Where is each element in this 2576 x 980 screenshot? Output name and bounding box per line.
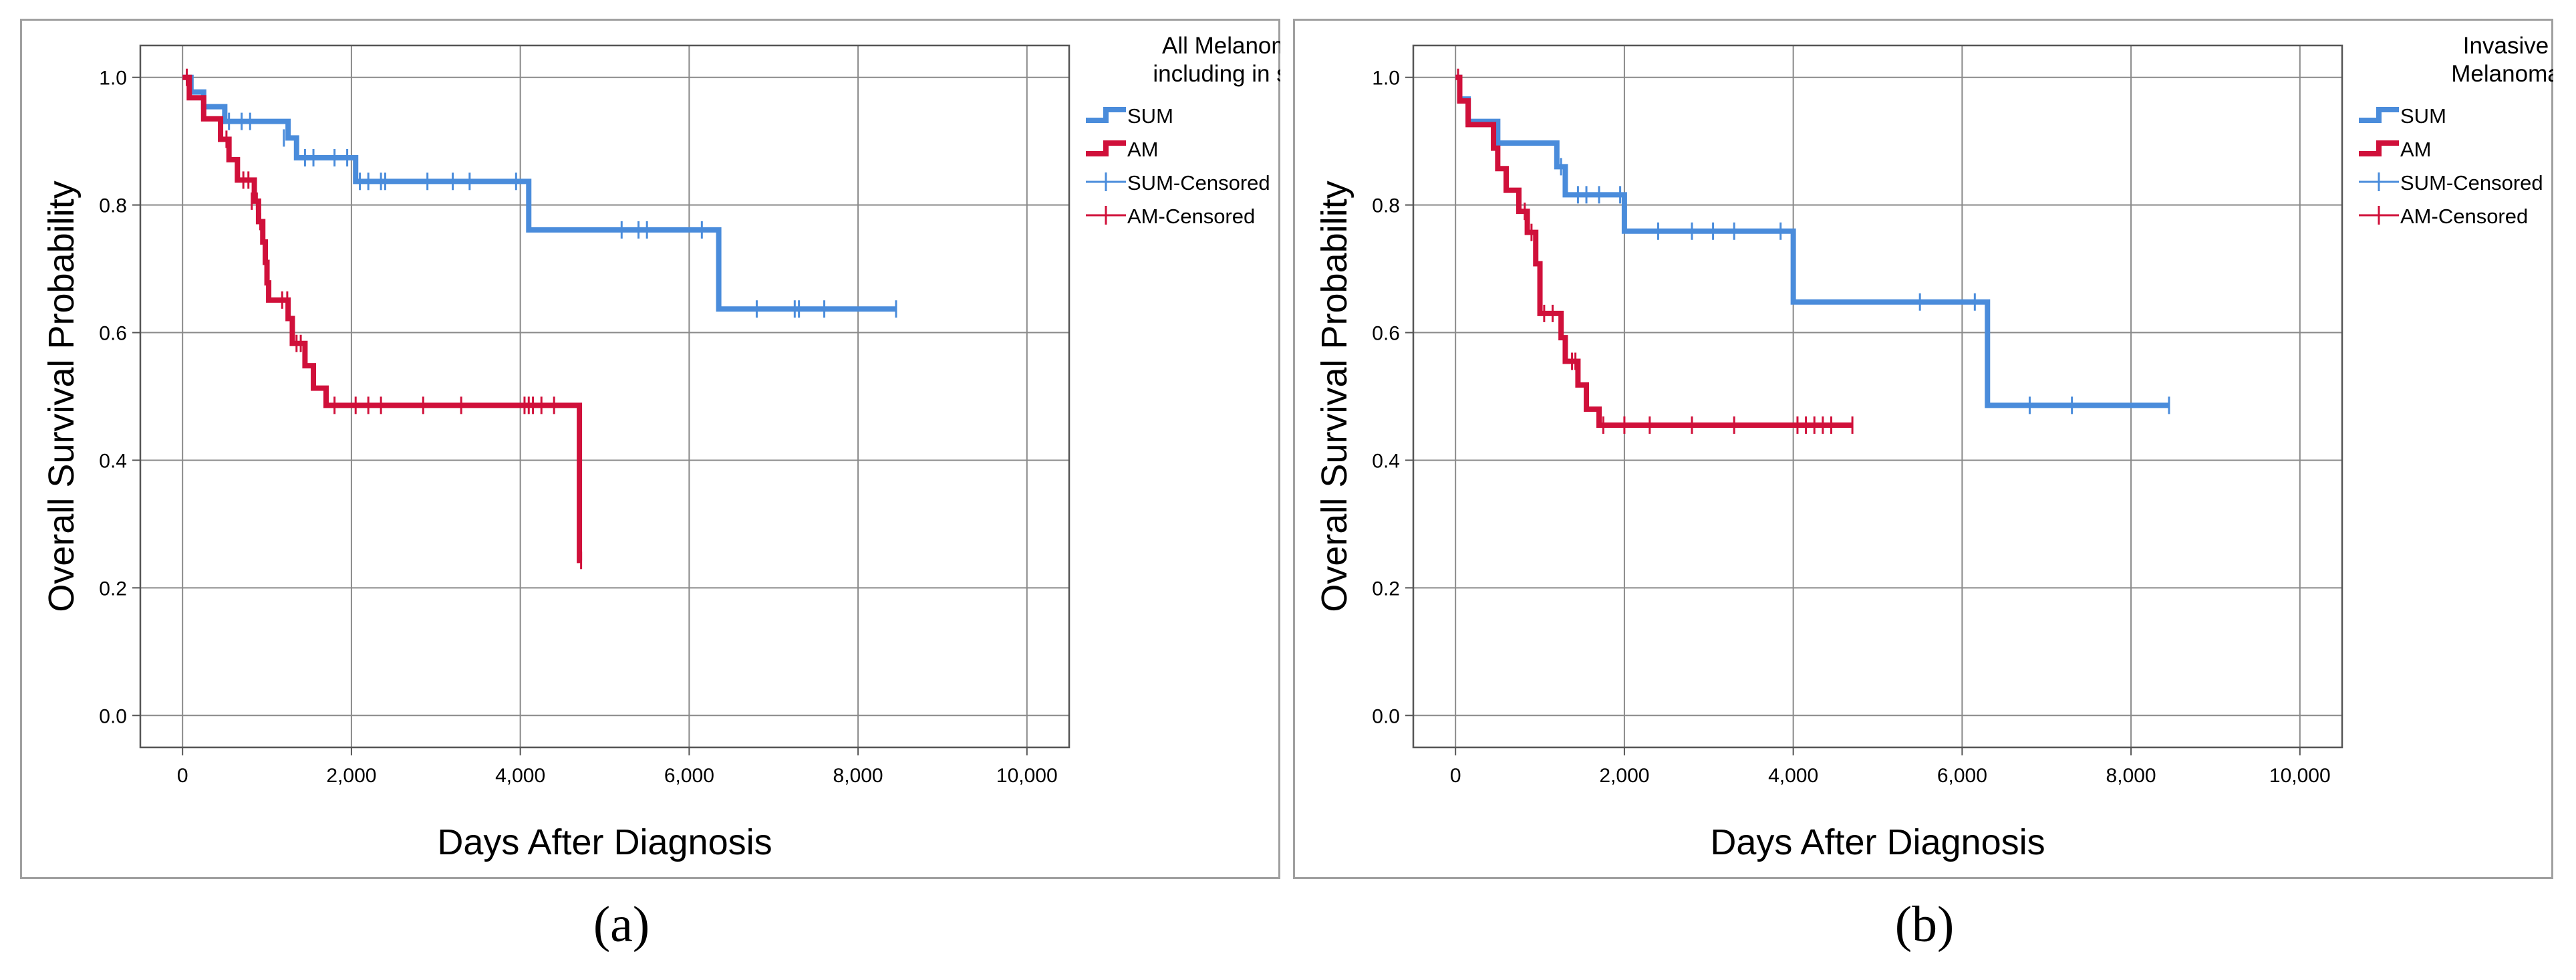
x-tick-label-2: 4,000 bbox=[1768, 765, 1818, 787]
legend-title-line-2: including in situ bbox=[1153, 61, 1280, 87]
legend-label-3: AM-Censored bbox=[1127, 205, 1255, 228]
x-tick-label-2: 4,000 bbox=[495, 765, 545, 787]
x-tick-label-0: 0 bbox=[1450, 765, 1461, 787]
legend-swatch-1 bbox=[2359, 140, 2399, 156]
legend-label-1: AM bbox=[2400, 138, 2432, 161]
y-tick-label-0: 0.0 bbox=[99, 705, 127, 727]
y-tick-label-0: 0.0 bbox=[1372, 705, 1400, 727]
legend-label-3: AM-Censored bbox=[2400, 205, 2528, 228]
y-tick-label-2: 0.4 bbox=[1372, 450, 1400, 472]
x-tick-label-0: 0 bbox=[177, 765, 188, 787]
y-tick-label-1: 0.2 bbox=[99, 578, 127, 600]
legend-swatch-1 bbox=[1086, 140, 1126, 156]
legend-swatch-0 bbox=[2359, 107, 2399, 123]
caption-b-text: (b) bbox=[1894, 896, 1955, 953]
x-tick-label-5: 10,000 bbox=[996, 765, 1058, 787]
x-tick-label-5: 10,000 bbox=[2269, 765, 2331, 787]
y-axis-title: Overall Survival Probability bbox=[1314, 180, 1354, 612]
x-axis-title: Days After Diagnosis bbox=[437, 822, 772, 862]
plot-border bbox=[1412, 44, 2343, 749]
legend-label-0: SUM bbox=[1127, 104, 1173, 128]
y-tick-label-3: 0.6 bbox=[1372, 323, 1400, 345]
plot-border bbox=[139, 44, 1070, 749]
y-tick-label-2: 0.4 bbox=[99, 450, 127, 472]
chart-a: 0 2,000 4,000 6,000 8,000 10,000 0.0 0.2 0.4 0.6 0… bbox=[41, 33, 1280, 862]
legend-label-2: SUM-Censored bbox=[1127, 171, 1270, 195]
caption-a-text: (a) bbox=[593, 896, 650, 953]
legend-label-0: SUM bbox=[2400, 104, 2446, 128]
y-tick-label-3: 0.6 bbox=[99, 323, 127, 345]
legend-swatch-0 bbox=[1086, 107, 1126, 123]
series-sum-curve bbox=[182, 74, 896, 312]
legend-title-line-1: Invasive bbox=[2463, 33, 2549, 59]
caption-a: (a) bbox=[555, 896, 688, 954]
y-tick-label-5: 1.0 bbox=[1372, 68, 1400, 90]
x-axis-title: Days After Diagnosis bbox=[1710, 822, 2045, 862]
y-tick-label-4: 0.8 bbox=[1372, 195, 1400, 217]
legend-label-1: AM bbox=[1127, 138, 1159, 161]
x-tick-label-3: 6,000 bbox=[664, 765, 714, 787]
chart-b: 0 2,000 4,000 6,000 8,000 10,000 0.0 0.2 0.4 0.6 0… bbox=[1314, 33, 2553, 862]
y-tick-label-4: 0.8 bbox=[99, 195, 127, 217]
series-sum-curve bbox=[1455, 74, 2169, 408]
y-tick-label-1: 0.2 bbox=[1372, 578, 1400, 600]
x-tick-label-1: 2,000 bbox=[326, 765, 376, 787]
series-am-curve bbox=[182, 74, 583, 564]
x-tick-label-3: 6,000 bbox=[1937, 765, 1987, 787]
y-axis-title: Overall Survival Probability bbox=[41, 180, 82, 612]
x-tick-label-1: 2,000 bbox=[1599, 765, 1649, 787]
legend-title-line-2: Melanoma bbox=[2451, 61, 2553, 87]
x-tick-label-4: 8,000 bbox=[2106, 765, 2156, 787]
legend-title-line-1: All Melanoma bbox=[1162, 33, 1280, 59]
legend-label-2: SUM-Censored bbox=[2400, 171, 2543, 195]
caption-b: (b) bbox=[1858, 896, 1991, 954]
panel-b-frame bbox=[1293, 19, 2553, 879]
y-tick-label-5: 1.0 bbox=[99, 68, 127, 90]
x-tick-label-4: 8,000 bbox=[833, 765, 883, 787]
